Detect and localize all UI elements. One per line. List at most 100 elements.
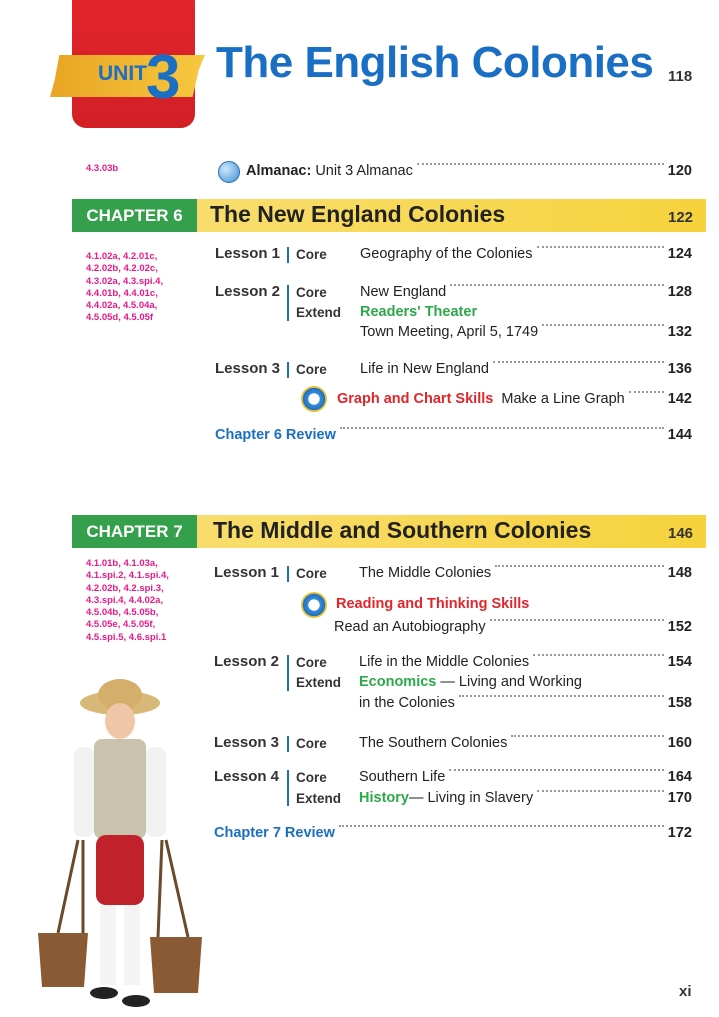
- ch7-lesson4-core: Core: [296, 770, 327, 785]
- standard-line: 4.3.02a, 4.3.spi.4,: [86, 275, 164, 287]
- review-label: Chapter 6 Review: [215, 427, 336, 443]
- entry-page: 148: [667, 565, 692, 581]
- entry-title: Life in the Middle Colonies: [359, 654, 530, 670]
- standard-line: 4.5.05d, 4.5.05f: [86, 312, 154, 324]
- ch6-skill-entry[interactable]: Graph and Chart Skills Make a Line Graph…: [337, 391, 692, 407]
- standard-line: 4.3.spi.4, 4.4.02a,: [86, 594, 164, 606]
- ch7-lesson2-entry[interactable]: Life in the Middle Colonies 154: [359, 654, 692, 670]
- ch6-lesson3-entry[interactable]: Life in New England 136: [360, 361, 692, 377]
- divider: [287, 655, 289, 691]
- globe-icon: [218, 161, 240, 183]
- entry-page: 128: [667, 284, 692, 300]
- ch7-lesson1-entry[interactable]: The Middle Colonies 148: [359, 565, 692, 581]
- ch7-review-entry[interactable]: Chapter 7 Review 172: [214, 825, 692, 841]
- standard-line: 4.1.spi.2, 4.1.spi.4,: [86, 570, 169, 582]
- ch7-lesson2-label: Lesson 2: [214, 653, 280, 670]
- unit-page: 118: [668, 68, 693, 85]
- ch6-lesson1-entry[interactable]: Geography of the Colonies 124: [360, 246, 692, 262]
- ch7-lesson4-label: Lesson 4: [214, 768, 280, 785]
- standard-line: 4.2.02b, 4.2.spi.3,: [86, 582, 164, 594]
- chapter6-title: The New England Colonies: [210, 201, 506, 227]
- ch7-lesson1-core: Core: [296, 566, 327, 581]
- extend-label: History: [359, 790, 409, 806]
- entry-page: 164: [667, 769, 692, 785]
- ch6-review-entry[interactable]: Chapter 6 Review 144: [215, 427, 692, 443]
- chapter7-title: The Middle and Southern Colonies: [213, 517, 592, 543]
- ch6-lesson2-core: Core: [296, 285, 327, 300]
- entry-title: New England: [360, 284, 447, 300]
- ch7-lesson2-core: Core: [296, 655, 327, 670]
- entry-title: Make a Line Graph: [501, 391, 625, 407]
- ch6-lesson1-core: Core: [296, 247, 327, 262]
- entry-title: The Southern Colonies: [359, 735, 508, 751]
- divider: [287, 285, 289, 321]
- standard-line: 4.4.02a, 4.5.04a,: [86, 300, 158, 312]
- unit-title: The English Colonies: [216, 38, 654, 87]
- standard-line: 4.5.05e, 4.5.05f,: [86, 619, 156, 631]
- divider: [287, 247, 289, 263]
- ch6-readers-theater[interactable]: Readers' Theater: [360, 304, 478, 320]
- divider: [287, 736, 289, 752]
- ch6-lesson1-label: Lesson 1: [215, 245, 281, 262]
- entry-title: Life in New England: [360, 361, 489, 377]
- ch6-lesson2-extend: Extend: [296, 305, 342, 320]
- divider: [287, 566, 289, 582]
- entry-title: Read an Autobiography: [334, 619, 486, 635]
- ch6-lesson2-label: Lesson 2: [215, 283, 281, 300]
- ch7-economics-sub[interactable]: in the Colonies 158: [359, 695, 692, 711]
- entry-title: Geography of the Colonies: [360, 246, 533, 262]
- ch7-economics-entry[interactable]: Economics — Living and Working: [359, 674, 582, 690]
- entry-page: 132: [667, 324, 692, 340]
- entry-title: — Living and Working: [436, 674, 582, 690]
- almanac-entry[interactable]: Almanac: Unit 3 Almanac 120: [246, 163, 692, 179]
- tennessee-shape: [50, 55, 205, 97]
- entry-title: Town Meeting, April 5, 1749: [360, 324, 539, 340]
- almanac-title: Unit 3 Almanac: [315, 163, 413, 179]
- colonial-boy-image: [38, 679, 202, 1007]
- ch7-lesson3-core: Core: [296, 736, 327, 751]
- standard-line: 4.5.04b, 4.5.05b,: [86, 607, 159, 619]
- entry-title: Southern Life: [359, 769, 446, 785]
- ch7-lesson4-entry[interactable]: Southern Life 164: [359, 769, 692, 785]
- chapter7-label: CHAPTER 7: [72, 515, 197, 548]
- entry-title: — Living in Slavery: [408, 790, 534, 806]
- standard-line: 4.2.02b, 4.2.02c,: [86, 263, 158, 275]
- entry-page: 152: [667, 619, 692, 635]
- ch7-skill-label[interactable]: Reading and Thinking Skills: [336, 596, 530, 612]
- divider: [287, 362, 289, 378]
- entry-page: 158: [667, 695, 692, 711]
- almanac-label: Almanac:: [246, 163, 312, 179]
- ch6-lesson3-core: Core: [296, 362, 327, 377]
- almanac-page: 120: [667, 163, 692, 179]
- entry-page: 136: [667, 361, 692, 377]
- ch7-lesson3-entry[interactable]: The Southern Colonies 160: [359, 735, 692, 751]
- entry-page: 142: [667, 391, 692, 407]
- ch7-lesson1-label: Lesson 1: [214, 564, 280, 581]
- ch7-skill-entry[interactable]: Read an Autobiography 152: [334, 619, 692, 635]
- entry-page: 170: [667, 790, 692, 806]
- chapter6-standards: 4.1.02a, 4.2.01c, 4.2.02b, 4.2.02c, 4.3.02…: [86, 251, 163, 325]
- ch6-lesson2-entry[interactable]: New England 128: [360, 284, 692, 300]
- standard-line: 4.4.01b, 4.4.01c,: [86, 287, 158, 299]
- review-label: Chapter 7 Review: [214, 825, 335, 841]
- entry-title: The Middle Colonies: [359, 565, 492, 581]
- ch7-lesson4-extend: Extend: [296, 791, 342, 806]
- ch6-lesson3-label: Lesson 3: [215, 360, 281, 377]
- entry-title: in the Colonies: [359, 695, 455, 711]
- ch7-history-entry[interactable]: History — Living in Slavery 170: [359, 790, 692, 806]
- entry-page: 154: [667, 654, 692, 670]
- almanac-standard: 4.3.03b: [86, 163, 119, 174]
- ch6-town-meeting-entry[interactable]: Town Meeting, April 5, 1749 132: [360, 324, 692, 340]
- entry-page: 124: [667, 246, 692, 262]
- page-folio: xi: [679, 983, 692, 1000]
- chapter7-page: 146: [668, 525, 694, 542]
- entry-page: 172: [667, 825, 692, 841]
- skill-label: Graph and Chart Skills: [337, 391, 494, 407]
- chapter7-standards: 4.1.01b, 4.1.03a, 4.1.spi.2, 4.1.spi.4, 4.…: [86, 558, 169, 644]
- extend-label: Economics: [359, 674, 437, 690]
- entry-page: 160: [667, 735, 692, 751]
- standard-line: 4.1.01b, 4.1.03a,: [86, 558, 158, 569]
- standard-line: 4.1.02a, 4.2.01c,: [86, 251, 158, 262]
- entry-page: 144: [667, 427, 692, 443]
